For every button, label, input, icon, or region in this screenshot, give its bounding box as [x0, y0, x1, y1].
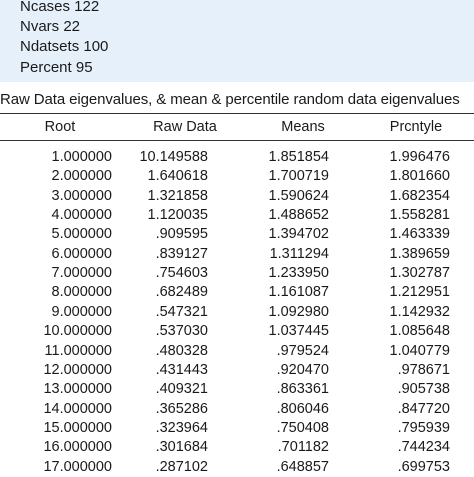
cell-prcntyle: .905738 — [397, 381, 450, 398]
cell-root: 13.000000 — [43, 381, 112, 398]
cell-prcntyle: 1.996476 — [389, 149, 450, 165]
cell-raw-data: .547321 — [155, 303, 208, 320]
cell-root: 6.000000 — [51, 245, 112, 262]
cell-means: .750408 — [276, 419, 329, 436]
cell-root: 15.000000 — [43, 419, 112, 436]
cell-raw-data: .409321 — [155, 381, 208, 398]
cell-prcntyle: .795939 — [397, 419, 450, 436]
cell-raw-data: 10.149588 — [139, 149, 208, 165]
cell-prcntyle: 1.558281 — [389, 207, 450, 224]
cell-raw-data: .323964 — [155, 419, 208, 436]
cell-means: .863361 — [276, 381, 329, 398]
cell-prcntyle: 1.040779 — [389, 342, 450, 359]
cell-means: 1.037445 — [268, 323, 329, 340]
cell-root: 5.000000 — [51, 226, 112, 243]
cell-prcntyle: 1.302787 — [389, 265, 450, 282]
cell-raw-data: .839127 — [155, 245, 208, 262]
cell-means: 1.161087 — [268, 284, 329, 301]
cell-raw-data: .754603 — [155, 265, 208, 282]
cell-raw-data: 1.321858 — [147, 187, 208, 204]
cell-root: 8.000000 — [51, 284, 112, 301]
cell-means: .979524 — [276, 342, 329, 359]
cell-raw-data: 1.120035 — [147, 207, 208, 224]
table-header-rule — [0, 140, 474, 141]
cell-root: 11.000000 — [44, 342, 112, 359]
cell-raw-data: .365286 — [155, 400, 208, 417]
cell-means: 1.488652 — [268, 207, 329, 224]
cell-raw-data: .431443 — [155, 361, 208, 378]
cell-means: 1.590624 — [268, 187, 329, 204]
cell-means: .648857 — [276, 458, 329, 475]
cell-raw-data: .682489 — [155, 284, 208, 301]
cell-means: .701182 — [277, 439, 329, 456]
cell-raw-data: .480328 — [155, 342, 208, 359]
cell-root: 12.000000 — [43, 361, 112, 378]
ndatsets-param: Ndatsets 100 — [20, 38, 109, 55]
cell-prcntyle: .699753 — [397, 458, 450, 475]
cell-raw-data: .909595 — [155, 226, 208, 243]
header-root: Root — [44, 119, 76, 135]
cell-prcntyle: 1.142932 — [389, 303, 450, 320]
cell-prcntyle: 1.212951 — [389, 284, 450, 301]
cell-root: 7.000000 — [51, 265, 112, 282]
cell-root: 1.000000 — [51, 149, 112, 165]
ncases-param: Ncases 122 — [20, 0, 100, 15]
cell-means: 1.700719 — [268, 168, 329, 185]
cell-prcntyle: .978671 — [397, 361, 450, 378]
cell-root: 2.000000 — [51, 168, 112, 185]
header-raw-data: Raw Data — [153, 119, 217, 135]
percent-param: Percent 95 — [20, 59, 93, 76]
header-prcntyle: Prcntyle — [389, 119, 443, 135]
cell-means: 1.092980 — [268, 303, 329, 320]
cell-root: 17.000000 — [43, 458, 112, 475]
cell-root: 4.000000 — [51, 207, 112, 224]
cell-means: 1.851854 — [268, 149, 329, 165]
cell-means: 1.233950 — [268, 265, 329, 282]
cell-prcntyle: 1.463339 — [389, 226, 450, 243]
cell-prcntyle: 1.389659 — [389, 245, 450, 262]
cell-means: .920470 — [276, 361, 329, 378]
cell-means: 1.311294 — [269, 245, 329, 262]
cell-root: 14.000000 — [43, 400, 112, 417]
cell-root: 10.000000 — [43, 323, 112, 340]
cell-root: 16.000000 — [43, 439, 112, 456]
table-caption: Raw Data eigenvalues, & mean & percentil… — [0, 91, 460, 108]
cell-raw-data: 1.640618 — [147, 168, 208, 185]
cell-means: 1.394702 — [268, 226, 329, 243]
cell-root: 3.000000 — [51, 187, 112, 204]
cell-prcntyle: .847720 — [397, 400, 450, 417]
cell-prcntyle: 1.682354 — [389, 187, 450, 204]
cell-prcntyle: 1.801660 — [389, 168, 450, 185]
nvars-param: Nvars 22 — [20, 18, 81, 35]
cell-root: 9.000000 — [51, 303, 112, 320]
cell-prcntyle: 1.085648 — [389, 323, 450, 340]
cell-means: .806046 — [276, 400, 329, 417]
cell-prcntyle: .744234 — [397, 439, 450, 456]
cell-raw-data: .287102 — [155, 458, 208, 475]
header-means: Means — [281, 119, 325, 135]
parameters-panel: Ncases 122 Nvars 22 Ndatsets 100 Percent… — [0, 0, 474, 82]
cell-raw-data: .301684 — [155, 439, 208, 456]
cell-raw-data: .537030 — [155, 323, 208, 340]
table-top-rule — [0, 113, 474, 114]
